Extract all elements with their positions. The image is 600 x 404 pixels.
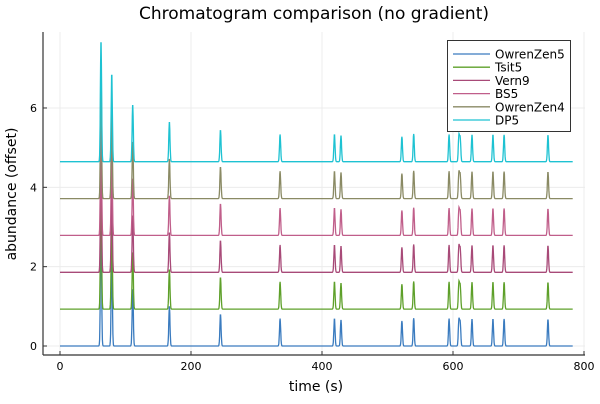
chart-title: Chromatogram comparison (no gradient): [139, 4, 489, 24]
legend-label: OwrenZen5: [495, 48, 565, 62]
series-line-dp5: [60, 42, 573, 163]
y-tick-label: 4: [30, 181, 37, 194]
legend-box: [447, 40, 571, 132]
series-line-bs5: [60, 115, 573, 237]
legend-label: BS5: [495, 87, 518, 101]
series-line-owrenzen5: [60, 226, 573, 347]
legend-label: DP5: [495, 114, 519, 128]
y-tick-label: 0: [30, 340, 37, 353]
series-lines: [60, 42, 573, 347]
y-axis-label: abundance (offset): [4, 128, 20, 261]
x-axis-label: time (s): [289, 379, 343, 395]
y-tick-label: 6: [30, 102, 37, 115]
x-tick-label: 400: [312, 360, 333, 373]
series-line-vern9: [60, 152, 573, 273]
axes: 0 200 400 600 800 0 2 4 6: [30, 32, 595, 373]
x-tick-label: 600: [443, 360, 464, 373]
series-line-owrenzen4: [60, 79, 573, 200]
legend-label: OwrenZen4: [495, 100, 565, 114]
y-tick-label: 2: [30, 261, 37, 274]
series-line-tsit5: [60, 189, 573, 310]
x-tick-label: 800: [574, 360, 595, 373]
x-tick-label: 0: [57, 360, 64, 373]
x-tick-label: 200: [181, 360, 202, 373]
legend-label: Tsit5: [494, 61, 522, 75]
legend-label: Vern9: [495, 74, 530, 88]
